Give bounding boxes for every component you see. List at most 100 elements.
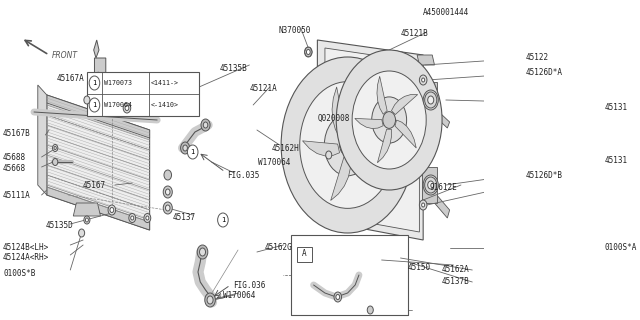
Text: 45688: 45688: [3, 153, 26, 162]
Text: Q020008: Q020008: [317, 114, 349, 123]
Text: 1: 1: [92, 80, 97, 86]
Polygon shape: [95, 58, 106, 80]
Circle shape: [300, 82, 396, 208]
Circle shape: [129, 213, 136, 222]
Circle shape: [367, 306, 373, 314]
Text: FRONT: FRONT: [51, 51, 77, 60]
Circle shape: [200, 248, 205, 256]
Circle shape: [131, 216, 134, 220]
Circle shape: [79, 229, 84, 237]
Circle shape: [166, 189, 170, 195]
Circle shape: [110, 207, 114, 212]
Text: 45162A: 45162A: [442, 266, 470, 275]
Circle shape: [204, 122, 208, 128]
Text: 1: 1: [92, 102, 97, 108]
Polygon shape: [332, 87, 345, 137]
Polygon shape: [74, 203, 100, 216]
Text: A450001444: A450001444: [423, 7, 469, 17]
Text: W170073: W170073: [104, 80, 132, 86]
Polygon shape: [377, 76, 387, 114]
Polygon shape: [355, 118, 383, 129]
Text: 45122: 45122: [526, 52, 549, 61]
Text: 45126D*B: 45126D*B: [526, 171, 563, 180]
Text: 45167B: 45167B: [3, 129, 30, 138]
Circle shape: [166, 205, 170, 211]
Polygon shape: [325, 48, 419, 232]
Polygon shape: [378, 129, 392, 163]
Circle shape: [84, 216, 90, 224]
Circle shape: [422, 203, 425, 207]
Text: W170064: W170064: [223, 292, 255, 300]
Circle shape: [201, 119, 210, 131]
Circle shape: [180, 142, 189, 154]
Circle shape: [123, 103, 131, 113]
Text: 45167A: 45167A: [57, 74, 84, 83]
Polygon shape: [47, 95, 150, 138]
Text: 45167: 45167: [83, 180, 106, 189]
Polygon shape: [395, 120, 416, 148]
Circle shape: [281, 57, 414, 233]
Text: N370050: N370050: [278, 26, 310, 35]
Text: FIG.035: FIG.035: [227, 171, 259, 180]
Circle shape: [425, 177, 436, 193]
Circle shape: [207, 296, 213, 304]
Text: 45162H: 45162H: [272, 143, 300, 153]
Polygon shape: [422, 167, 436, 203]
Text: 45131: 45131: [605, 156, 628, 164]
Polygon shape: [351, 113, 386, 138]
Text: 45121A: 45121A: [250, 84, 277, 92]
Circle shape: [307, 50, 310, 54]
Polygon shape: [367, 257, 381, 307]
Polygon shape: [435, 195, 450, 218]
Circle shape: [419, 75, 427, 85]
Polygon shape: [368, 257, 380, 265]
Circle shape: [84, 96, 90, 104]
Text: 0100S*A: 0100S*A: [605, 244, 637, 252]
Circle shape: [85, 218, 88, 222]
Text: 1: 1: [191, 149, 195, 155]
Polygon shape: [47, 187, 150, 230]
Polygon shape: [308, 160, 316, 175]
Text: W170064: W170064: [104, 102, 132, 108]
Polygon shape: [392, 94, 418, 115]
Circle shape: [372, 97, 406, 143]
Circle shape: [163, 186, 172, 198]
Circle shape: [422, 78, 425, 82]
Circle shape: [54, 147, 56, 149]
Text: 1: 1: [221, 217, 225, 223]
Text: <-1410>: <-1410>: [151, 102, 179, 108]
Circle shape: [326, 151, 332, 159]
Polygon shape: [47, 95, 150, 230]
Text: 45111A: 45111A: [3, 191, 30, 201]
Polygon shape: [435, 110, 450, 128]
Circle shape: [305, 47, 312, 57]
Text: <1411->: <1411->: [151, 80, 179, 86]
Polygon shape: [331, 157, 351, 201]
Text: 45131: 45131: [605, 102, 628, 111]
Polygon shape: [303, 141, 340, 156]
Circle shape: [352, 71, 426, 169]
Text: FIG.036: FIG.036: [233, 281, 265, 290]
Text: 0100S*B: 0100S*B: [4, 268, 36, 277]
Polygon shape: [317, 40, 423, 240]
Circle shape: [164, 170, 172, 180]
Circle shape: [52, 158, 58, 165]
Circle shape: [428, 181, 434, 189]
Circle shape: [423, 175, 438, 195]
Circle shape: [334, 292, 342, 302]
Polygon shape: [34, 112, 157, 120]
Circle shape: [144, 213, 151, 222]
Circle shape: [428, 96, 434, 104]
Polygon shape: [93, 40, 99, 58]
Circle shape: [163, 202, 172, 214]
Circle shape: [423, 90, 438, 110]
Circle shape: [108, 205, 116, 215]
Text: 45124B<LH>: 45124B<LH>: [3, 243, 49, 252]
Circle shape: [324, 114, 371, 176]
Text: 45135D: 45135D: [45, 220, 73, 229]
Text: 45137B: 45137B: [442, 277, 470, 286]
Bar: [297, 247, 312, 262]
Circle shape: [218, 213, 228, 227]
Polygon shape: [38, 85, 47, 195]
Circle shape: [146, 216, 149, 220]
